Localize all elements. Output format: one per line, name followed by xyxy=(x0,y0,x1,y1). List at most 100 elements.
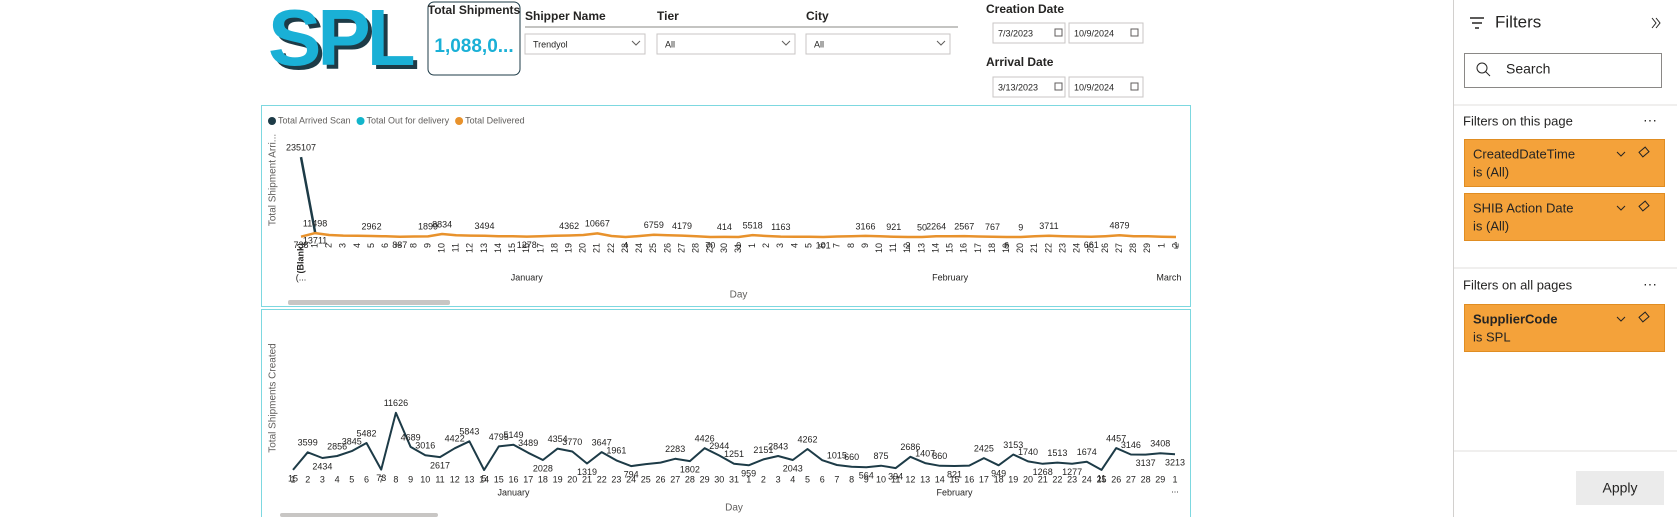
data-label: 2567 xyxy=(954,222,974,232)
data-label: 3408 xyxy=(1150,439,1170,449)
apply-button[interactable] xyxy=(1576,471,1664,505)
clear-icon[interactable] xyxy=(1638,311,1650,323)
date-input[interactable] xyxy=(1068,76,1144,98)
more-icon[interactable]: ··· xyxy=(1643,276,1657,292)
more-icon[interactable]: ··· xyxy=(1643,112,1657,128)
x-tick-label: 3 xyxy=(776,474,781,484)
data-label: 1 xyxy=(1173,240,1178,250)
date-input[interactable] xyxy=(992,76,1066,98)
x-tick-label: 17 xyxy=(973,243,983,253)
chevron xyxy=(631,40,641,46)
x-tick-label: (Blank) xyxy=(295,243,305,274)
data-label: 6 xyxy=(1004,240,1009,250)
x-tick-label: 5 xyxy=(803,243,813,248)
data-label: 821 xyxy=(947,469,962,479)
x-tick-label: 19 xyxy=(1001,243,1011,253)
search-box[interactable] xyxy=(1464,53,1662,88)
chart-frame xyxy=(261,309,1191,517)
legend-label: Total Delivered xyxy=(465,115,525,125)
x-tick-label: 13 xyxy=(479,243,489,253)
clear-icon[interactable] xyxy=(1638,146,1650,158)
data-label: 1961 xyxy=(606,446,626,456)
x-tick-label: 30 xyxy=(714,474,724,484)
filter-card[interactable] xyxy=(1464,193,1665,241)
date-input[interactable] xyxy=(1068,22,1144,44)
x-tick-label: 7 xyxy=(832,243,842,248)
data-label: 5149 xyxy=(503,430,523,440)
data-label: 11626 xyxy=(384,398,408,408)
x-group-label: (... xyxy=(296,272,307,282)
calendar-icon xyxy=(1054,82,1063,91)
clear-icon[interactable] xyxy=(1638,200,1650,212)
x-tick-label: 14 xyxy=(479,474,489,484)
collapse-icon[interactable] xyxy=(1651,17,1657,29)
data-label: 4426 xyxy=(695,434,715,444)
x-tick-label: 31 xyxy=(729,474,739,484)
date-from: 3/13/2023 xyxy=(998,82,1038,92)
data-label: 235107 xyxy=(286,142,316,152)
chevron[interactable] xyxy=(1616,205,1626,211)
x-tick-label: 26 xyxy=(655,474,665,484)
x-tick-label: 9 xyxy=(408,474,413,484)
scrollbar[interactable] xyxy=(288,300,450,305)
data-label: 1674 xyxy=(1077,447,1097,457)
x-tick-label: 28 xyxy=(691,243,701,253)
data-label: 949 xyxy=(991,469,1006,479)
scrollbar[interactable] xyxy=(280,513,438,517)
x-tick-label: 21 xyxy=(1029,243,1039,253)
x-tick-label: 18 xyxy=(549,243,559,253)
x-tick-label: 24 xyxy=(626,474,636,484)
x-tick-label: 10 xyxy=(876,474,886,484)
dropdown[interactable] xyxy=(656,33,796,55)
data-label: 8834 xyxy=(432,219,452,229)
x-tick-label: 26 xyxy=(1100,243,1110,253)
data-label: 661 xyxy=(1084,240,1099,250)
filter-card[interactable] xyxy=(1464,304,1665,352)
x-tick-label: 11 xyxy=(891,474,900,484)
logo: SPL SPL xyxy=(268,0,422,86)
data-label: 2944 xyxy=(709,441,729,451)
chart-frame xyxy=(261,105,1191,307)
data-label: 3153 xyxy=(1003,440,1023,450)
legend-label: Total Arrived Scan xyxy=(278,115,351,125)
data-label: 394 xyxy=(888,471,903,481)
x-tick-label: 29 xyxy=(700,474,710,484)
chevron xyxy=(781,40,791,46)
date-to: 10/9/2024 xyxy=(1074,28,1114,38)
card-value: 1,088,0... xyxy=(434,36,513,57)
x-tick-label: 19 xyxy=(1008,474,1018,484)
data-label: 4362 xyxy=(559,221,579,231)
dropdown[interactable] xyxy=(805,33,951,55)
x-tick-label: 28 xyxy=(1128,243,1138,253)
x-tick-label: 26 xyxy=(662,243,672,253)
filter-state: is SPL xyxy=(1473,329,1511,344)
x-tick-label: 23 xyxy=(1067,474,1077,484)
data-label: 3647 xyxy=(592,437,612,447)
x-tick-label: 24 xyxy=(1072,243,1082,253)
x-tick-label: 18 xyxy=(994,474,1004,484)
x-tick-label: 8 xyxy=(408,243,418,248)
x-tick-label: 27 xyxy=(676,243,686,253)
dropdown[interactable] xyxy=(524,33,646,55)
search-icon xyxy=(1485,71,1491,77)
apply-label: Apply xyxy=(1602,480,1637,496)
x-tick-label: 25 xyxy=(1096,474,1106,484)
chevron[interactable] xyxy=(1616,151,1626,157)
x-tick-label: 22 xyxy=(606,243,616,253)
x-tick-label: 15 xyxy=(507,243,517,253)
date-input[interactable] xyxy=(992,22,1066,44)
x-tick-label: 28 xyxy=(1141,474,1151,484)
card-title: Total Shipments xyxy=(428,3,521,17)
x-tick-label: 2 xyxy=(1170,243,1180,248)
data-label: 4354 xyxy=(548,434,568,444)
data-label: 738 xyxy=(293,240,308,250)
filter-card[interactable] xyxy=(1464,139,1665,187)
data-label: 2856 xyxy=(327,441,347,451)
x-tick-label: 21 xyxy=(592,243,602,253)
collapse-icon[interactable] xyxy=(1655,17,1661,29)
data-label: 11 xyxy=(1097,473,1106,483)
chevron[interactable] xyxy=(1616,316,1626,322)
x-tick-label: 15 xyxy=(945,243,955,253)
filter-field: SupplierCode xyxy=(1473,311,1558,326)
